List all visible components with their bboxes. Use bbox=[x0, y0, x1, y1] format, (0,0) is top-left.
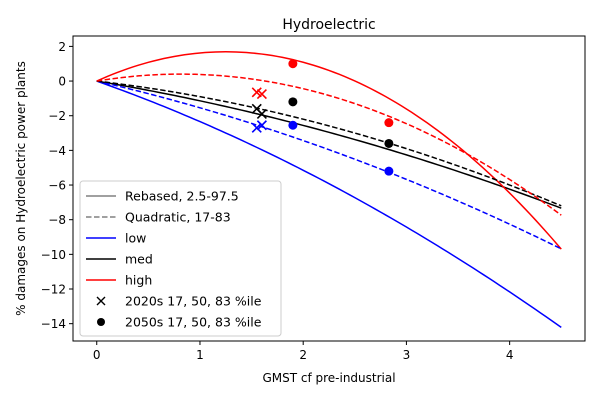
series-line-med-solid bbox=[96, 80, 562, 209]
legend-label: med bbox=[125, 252, 153, 267]
plot-frame bbox=[72, 35, 586, 342]
series-line-low-solid bbox=[96, 80, 562, 329]
x-tick-label: 4 bbox=[506, 348, 514, 362]
legend-label: 2020s 17, 50, 83 %ile bbox=[125, 294, 262, 309]
y-axis-label: % damages on Hydroelectric power plants bbox=[14, 61, 28, 316]
y-tick-label: −14 bbox=[41, 317, 66, 331]
x-tick-label: 1 bbox=[196, 348, 204, 362]
series-line-med-dashed bbox=[96, 80, 562, 207]
legend-box bbox=[79, 180, 282, 337]
series-line-low-dashed bbox=[96, 80, 562, 250]
y-tick-label: −6 bbox=[48, 179, 66, 193]
marker-2050s bbox=[384, 138, 394, 148]
legend-label: high bbox=[125, 273, 152, 288]
legend-label: Rebased, 2.5-97.5 bbox=[125, 189, 239, 204]
marker-2020s bbox=[256, 108, 267, 120]
data-markers bbox=[251, 59, 394, 176]
y-tick-label: −12 bbox=[41, 283, 66, 297]
x-tick-label: 2 bbox=[299, 348, 307, 362]
y-tick-label: 0 bbox=[58, 75, 66, 89]
y-tick-label: −8 bbox=[48, 213, 66, 227]
y-tick-label: −10 bbox=[41, 248, 66, 262]
marker-2050s bbox=[288, 59, 298, 69]
chart-title: Hydroelectric bbox=[282, 17, 375, 33]
legend-label: low bbox=[125, 231, 146, 246]
marker-2050s bbox=[288, 97, 298, 107]
y-axis-ticks: 2 0 −2 −4 −6 −8 −10 −12 −14 bbox=[41, 40, 73, 331]
series-line-high-solid bbox=[96, 51, 562, 250]
y-tick-label: 2 bbox=[58, 40, 66, 54]
legend: Rebased, 2.5-97.5 Quadratic, 17-83 low med h… bbox=[79, 180, 282, 337]
y-tick-label: −2 bbox=[48, 109, 66, 123]
x-axis-label: GMST cf pre-industrial bbox=[262, 371, 395, 385]
marker-2050s bbox=[384, 118, 394, 128]
x-axis-ticks: 0 1 2 3 4 bbox=[93, 341, 514, 362]
series-lines bbox=[96, 51, 562, 329]
y-tick-label: −4 bbox=[48, 144, 66, 158]
legend-label: Quadratic, 17-83 bbox=[125, 210, 231, 225]
legend-label: 2050s 17, 50, 83 %ile bbox=[125, 315, 262, 330]
legend-swatch bbox=[96, 296, 106, 306]
x-tick-label: 0 bbox=[93, 348, 101, 362]
marker-2050s bbox=[288, 120, 298, 130]
x-tick-label: 3 bbox=[403, 348, 411, 362]
marker-2020s bbox=[256, 88, 267, 100]
marker-2050s bbox=[384, 166, 394, 176]
legend-swatch bbox=[97, 318, 105, 326]
marker-2020s bbox=[251, 122, 262, 133]
series-line-high-dashed bbox=[96, 73, 562, 216]
marker-2020s bbox=[256, 120, 267, 131]
